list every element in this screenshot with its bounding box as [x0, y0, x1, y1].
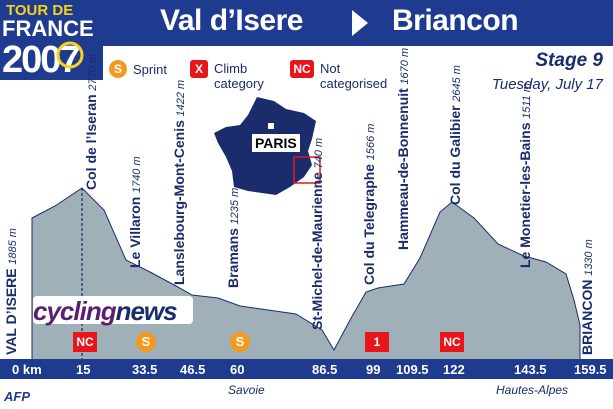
- sprint-marker: S: [230, 332, 250, 352]
- logo-mid: FRANCE: [2, 16, 94, 41]
- stage-date: Tuesday, July 17: [491, 76, 603, 93]
- climb-legend-label: Climb category: [214, 61, 264, 91]
- nc-marker: NC: [73, 332, 97, 352]
- stage-number: Stage 9: [535, 50, 603, 71]
- place-monetier: Le Monetier-les-Bains 1511 m: [517, 83, 533, 268]
- start-town-title: Val d’Isere: [160, 4, 303, 37]
- place-st-michel: St-Michel-de-Maurienne 740 m: [309, 137, 325, 330]
- km-label: 60: [230, 362, 245, 377]
- paris-label: PARIS: [252, 134, 300, 152]
- logo-top: TOUR DE: [6, 2, 73, 19]
- place-telegraphe: Col du Telegraphe 1566 m: [361, 123, 377, 285]
- km-label: 143.5: [514, 362, 547, 377]
- finish-town-title: Briancon: [392, 4, 519, 37]
- place-bramans: Bramans 1235 m: [225, 187, 241, 288]
- climb-category-marker: 1: [365, 332, 389, 352]
- logo-year: 2007: [2, 39, 79, 80]
- km-label: 46.5: [180, 362, 206, 377]
- climb-legend-icon: X: [190, 60, 208, 78]
- place-bonnenuit: Hammeau-de-Bonnenuit 1670 m: [395, 47, 411, 250]
- place-lanslebourg: Lanslebourg-Mont-Cenis 1422 m: [171, 79, 187, 285]
- place-start: VAL D’ISERE 1885 m: [3, 228, 19, 355]
- place-galibier: Col du Galibier 2645 m: [447, 65, 463, 205]
- sprint-legend-label: Sprint: [133, 62, 167, 77]
- place-finish: BRIANCON 1330 m: [579, 239, 595, 355]
- tour-de-france-logo: TOUR DE FRANCE 2007: [0, 0, 103, 80]
- km-label: 159.5: [574, 362, 607, 377]
- direction-arrow-icon: [352, 10, 368, 36]
- place-iseran: Col de l’Iseran 2770 m: [83, 53, 99, 190]
- km-label: 15: [76, 362, 91, 377]
- km-label: 0 km: [12, 362, 42, 377]
- nc-legend-label: Not categorised: [320, 61, 388, 91]
- sprint-marker: S: [136, 332, 156, 352]
- km-label: 33.5: [132, 362, 158, 377]
- distance-bar: [0, 359, 613, 379]
- km-label: 86.5: [312, 362, 338, 377]
- nc-legend-icon: NC: [290, 60, 314, 78]
- cyclingnews-logo: cyclingnews: [33, 296, 193, 326]
- km-label: 99: [366, 362, 381, 377]
- nc-marker: NC: [440, 332, 464, 352]
- km-label: 109.5: [396, 362, 429, 377]
- region-hautes-alpes: Hautes-Alpes: [496, 383, 569, 397]
- afp-credit: AFP: [4, 389, 30, 404]
- sprint-legend-icon: S: [109, 60, 127, 78]
- km-label: 122: [443, 362, 465, 377]
- place-villaron: Le Villaron 1740 m: [127, 156, 143, 268]
- region-savoie: Savoie: [228, 383, 265, 397]
